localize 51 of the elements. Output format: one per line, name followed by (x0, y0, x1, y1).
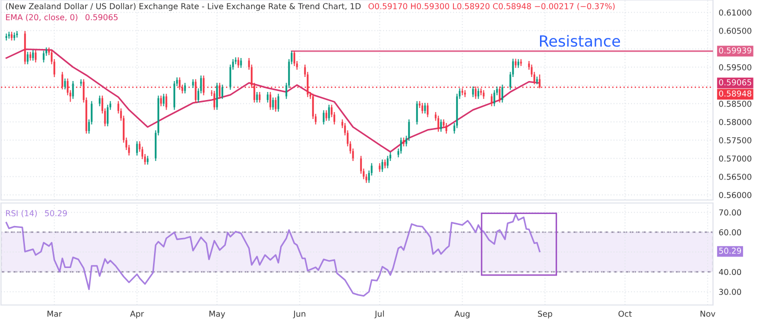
x-tick-label: May (209, 310, 226, 318)
text: 50.29 (719, 248, 742, 254)
x-tick-label: Nov (700, 310, 716, 317)
annotation: 50.29 (45, 210, 67, 216)
y-tick-label: 60.00 (719, 229, 742, 236)
candlestick (424, 102, 426, 114)
x-tick-label: Aug (454, 310, 470, 318)
y-tick-label: 0.56000 (719, 192, 752, 198)
x-tick-label: Sep (538, 310, 552, 318)
candlestick (64, 78, 66, 90)
x-tick-label: Jul (374, 310, 384, 318)
annotation: 0.59065 (86, 14, 118, 20)
candlestick (256, 91, 258, 104)
candlestick (216, 82, 218, 110)
candlestick (136, 140, 138, 156)
x-tick-label: Jun (292, 310, 306, 318)
line-series (6, 48, 540, 153)
candlestick (440, 118, 442, 132)
annotation: O0.59170 H0.59300 L0.58920 C0.58948 −0.00217 (−0.37%) (368, 3, 615, 10)
candlestick (221, 84, 224, 100)
y-tick-label: 0.57500 (719, 137, 752, 144)
ref-line-label: 0.58948 (719, 90, 752, 97)
y-tick-label: 0.59500 (719, 64, 752, 70)
y-tick-label: 40.00 (718, 268, 742, 276)
candlestick (184, 82, 186, 94)
series-label: RSI (14) (6, 210, 37, 218)
candlestick (416, 100, 418, 125)
candlestick (328, 104, 330, 122)
text: EMA (20, close, 0) (6, 14, 78, 22)
x-tick-label: Apr (130, 310, 144, 318)
candlestick (240, 58, 242, 68)
x-tick-label: Oct (618, 310, 632, 317)
y-tick-label: 70.00 (719, 209, 742, 216)
candlestick (472, 86, 474, 98)
candlestick (160, 95, 162, 107)
y-tick-label: 30.00 (719, 288, 742, 295)
annotation: Resistance (540, 34, 620, 47)
y-tick-label: 0.58000 (719, 118, 752, 126)
y-tick-label: 0.57000 (719, 155, 752, 162)
x-tick-label: Mar (48, 310, 62, 317)
candlestick (32, 50, 34, 62)
candlestick (400, 137, 402, 154)
candlestick (72, 80, 74, 100)
y-tick-label: 0.61000 (719, 9, 752, 16)
y-tick-label: 0.56500 (719, 174, 752, 180)
y-tick-label: 0.58500 (719, 100, 752, 107)
text: 0.59939 (719, 47, 752, 54)
chart-title: (New Zealand Dollar / US Dollar) Exchange Rate - Live Exchange Rate & Trend Chart, 1D (6, 3, 361, 11)
y-tick-label: 0.60500 (719, 28, 752, 34)
candlestick (272, 96, 274, 110)
text: 0.59065 (719, 79, 752, 86)
